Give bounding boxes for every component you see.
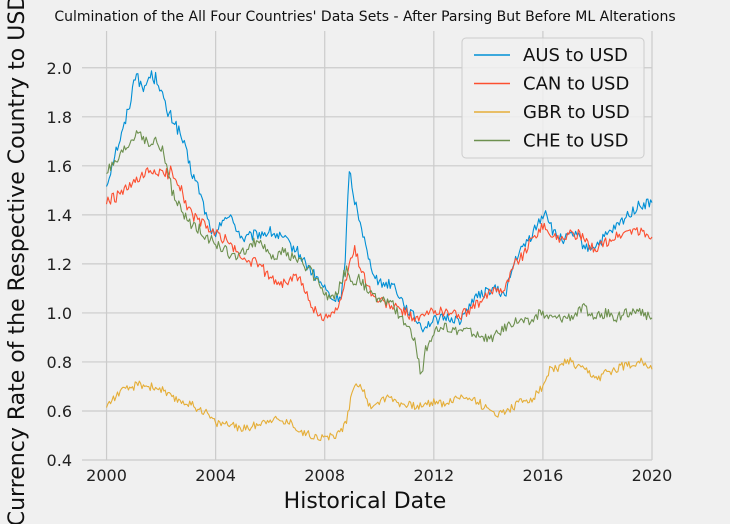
x-axis-label: Historical Date: [284, 489, 447, 514]
y-axis-label: Currency Rate of the Respective Country …: [5, 0, 30, 524]
y-tick-label: 1.6: [47, 157, 72, 176]
x-tick-label: 2016: [523, 466, 564, 485]
legend-box: [461, 37, 645, 159]
y-tick-label: 1.4: [47, 206, 72, 225]
y-tick-label: 0.6: [47, 402, 72, 421]
series-lines: [105, 70, 653, 442]
legend-label: CAN to USD: [523, 74, 629, 95]
x-tick-label: 2008: [304, 466, 345, 485]
series-line-can: [105, 165, 653, 322]
y-tick-label: 0.4: [47, 451, 72, 470]
y-tick-label: 1.8: [47, 108, 72, 127]
series-line-gbr: [105, 357, 653, 442]
x-tick-label: 2004: [195, 466, 236, 485]
x-tick-label: 2012: [413, 466, 454, 485]
x-tick-label: 2000: [86, 466, 127, 485]
legend: AUS to USD CAN to USD GBR to USD CHE to USD: [461, 37, 645, 159]
y-tick-label: 1.0: [47, 304, 72, 323]
series-line-aus: [105, 70, 653, 333]
legend-label: AUS to USD: [523, 45, 628, 66]
series-line-che: [106, 130, 653, 375]
chart-title: Culmination of the All Four Countries' D…: [54, 9, 675, 25]
legend-label: GBR to USD: [523, 102, 630, 123]
y-tick-label: 2.0: [47, 59, 72, 78]
y-tick-label: 0.8: [47, 353, 72, 372]
y-tick-label: 1.2: [47, 255, 72, 274]
legend-label: CHE to USD: [523, 131, 628, 152]
x-tick-label: 2020: [632, 466, 673, 485]
x-axis-ticks: 2000 2004 2008 2012 2016 2020: [86, 466, 672, 485]
y-axis-ticks: 0.4 0.6 0.8 1.0 1.2 1.4 1.6 1.8 2.0: [47, 59, 72, 470]
